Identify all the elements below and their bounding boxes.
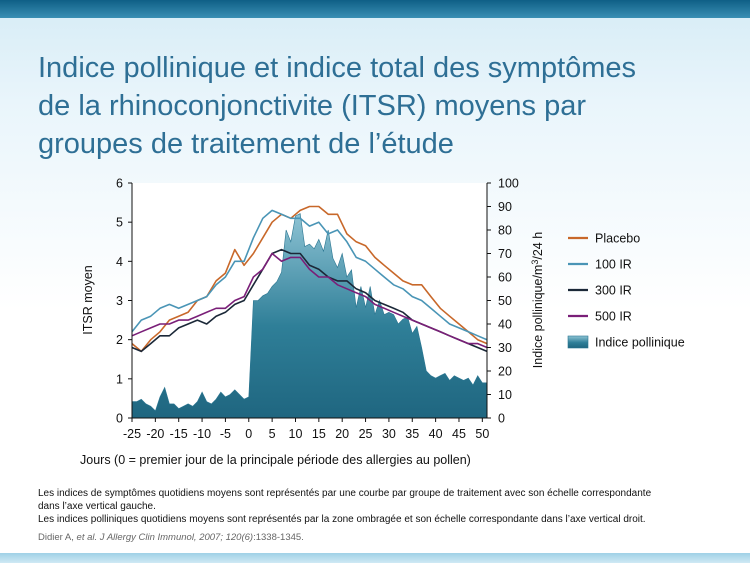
citation-pages: :1338-1345. bbox=[253, 532, 304, 543]
slide-title: Indice pollinique et indice total des sy… bbox=[38, 49, 738, 163]
x-axis-label: Jours (0 = premier jour de la principale… bbox=[80, 453, 471, 467]
footnote-line-1: Les indices de symptômes quotidiens moye… bbox=[38, 488, 652, 499]
footnote-line-3: Les indices polliniques quotidiens moyen… bbox=[38, 514, 646, 525]
series-line-placebo bbox=[131, 205, 488, 353]
y2-axis-label: Indice pollinique/m3/24 h bbox=[530, 232, 545, 368]
y-tick-label: 1 bbox=[116, 372, 123, 386]
y2-tick-label: 70 bbox=[498, 247, 512, 261]
x-tick-label: 15 bbox=[312, 427, 326, 441]
x-tick-label: 10 bbox=[289, 427, 303, 441]
citation: Didier A, et al. J Allergy Clin Immunol,… bbox=[38, 532, 304, 543]
legend-label: 500 IR bbox=[595, 310, 632, 324]
y2-label-prefix: Indice pollinique/m bbox=[531, 265, 545, 369]
x-tick-label: -10 bbox=[193, 427, 211, 441]
x-tick-label: 30 bbox=[382, 427, 396, 441]
y2-tick-label: 40 bbox=[498, 318, 512, 332]
y2-tick-label: 30 bbox=[498, 341, 512, 355]
bottom-banner bbox=[0, 553, 750, 563]
y2-label-suffix: /24 h bbox=[531, 232, 545, 260]
x-tick-label: 5 bbox=[269, 427, 276, 441]
y2-tick-label: 60 bbox=[498, 271, 512, 285]
y-tick-label: 2 bbox=[116, 333, 123, 347]
y2-tick-label: 80 bbox=[498, 224, 512, 238]
x-tick-label: 0 bbox=[245, 427, 252, 441]
x-tick-label: 45 bbox=[452, 427, 466, 441]
citation-author: Didier A, bbox=[38, 532, 77, 543]
slide-title-line-1: Indice pollinique et indice total des sy… bbox=[38, 52, 637, 84]
y2-tick-label: 90 bbox=[498, 200, 512, 214]
y-tick-label: 4 bbox=[116, 255, 123, 269]
y2-tick-label: 10 bbox=[498, 388, 512, 402]
legend-label: Indice pollinique bbox=[595, 336, 685, 350]
legend-label: Placebo bbox=[595, 232, 640, 246]
x-tick-label: -20 bbox=[146, 427, 164, 441]
footnote-line-2: dans l’axe vertical gauche. bbox=[38, 501, 156, 512]
x-tick-label: 35 bbox=[405, 427, 419, 441]
top-banner bbox=[0, 0, 750, 18]
x-tick-label: 50 bbox=[475, 427, 489, 441]
x-tick-label: -25 bbox=[123, 427, 141, 441]
series-line-ir100 bbox=[131, 209, 488, 341]
legend-swatch-pollen bbox=[567, 335, 589, 349]
x-tick-label: 25 bbox=[359, 427, 373, 441]
x-tick-label: 20 bbox=[335, 427, 349, 441]
x-tick-label: -15 bbox=[170, 427, 188, 441]
y-tick-label: 0 bbox=[116, 412, 123, 426]
y2-tick-label: 100 bbox=[498, 177, 519, 191]
y-axis-label: ITSR moyen bbox=[81, 265, 95, 335]
y2-label-superscript: 3 bbox=[530, 260, 540, 265]
pollen-area bbox=[131, 213, 488, 419]
x-tick-label: -5 bbox=[220, 427, 231, 441]
y-tick-label: 6 bbox=[116, 177, 123, 191]
citation-journal: et al. J Allergy Clin Immunol, 2007; 120… bbox=[76, 532, 254, 543]
slide-title-line-3: groupes de traitement de l’étude bbox=[38, 128, 454, 160]
legend-label: 100 IR bbox=[595, 258, 632, 272]
series-line-ir500 bbox=[131, 252, 488, 349]
y2-tick-label: 20 bbox=[498, 365, 512, 379]
y2-tick-label: 0 bbox=[498, 412, 505, 426]
y-tick-label: 3 bbox=[116, 294, 123, 308]
x-tick-label: 40 bbox=[429, 427, 443, 441]
legend-label: 300 IR bbox=[595, 284, 632, 298]
slide-title-line-2: de la rhinoconjonctivite (ITSR) moyens p… bbox=[38, 90, 587, 122]
y-tick-label: 5 bbox=[116, 216, 123, 230]
y2-tick-label: 50 bbox=[498, 294, 512, 308]
